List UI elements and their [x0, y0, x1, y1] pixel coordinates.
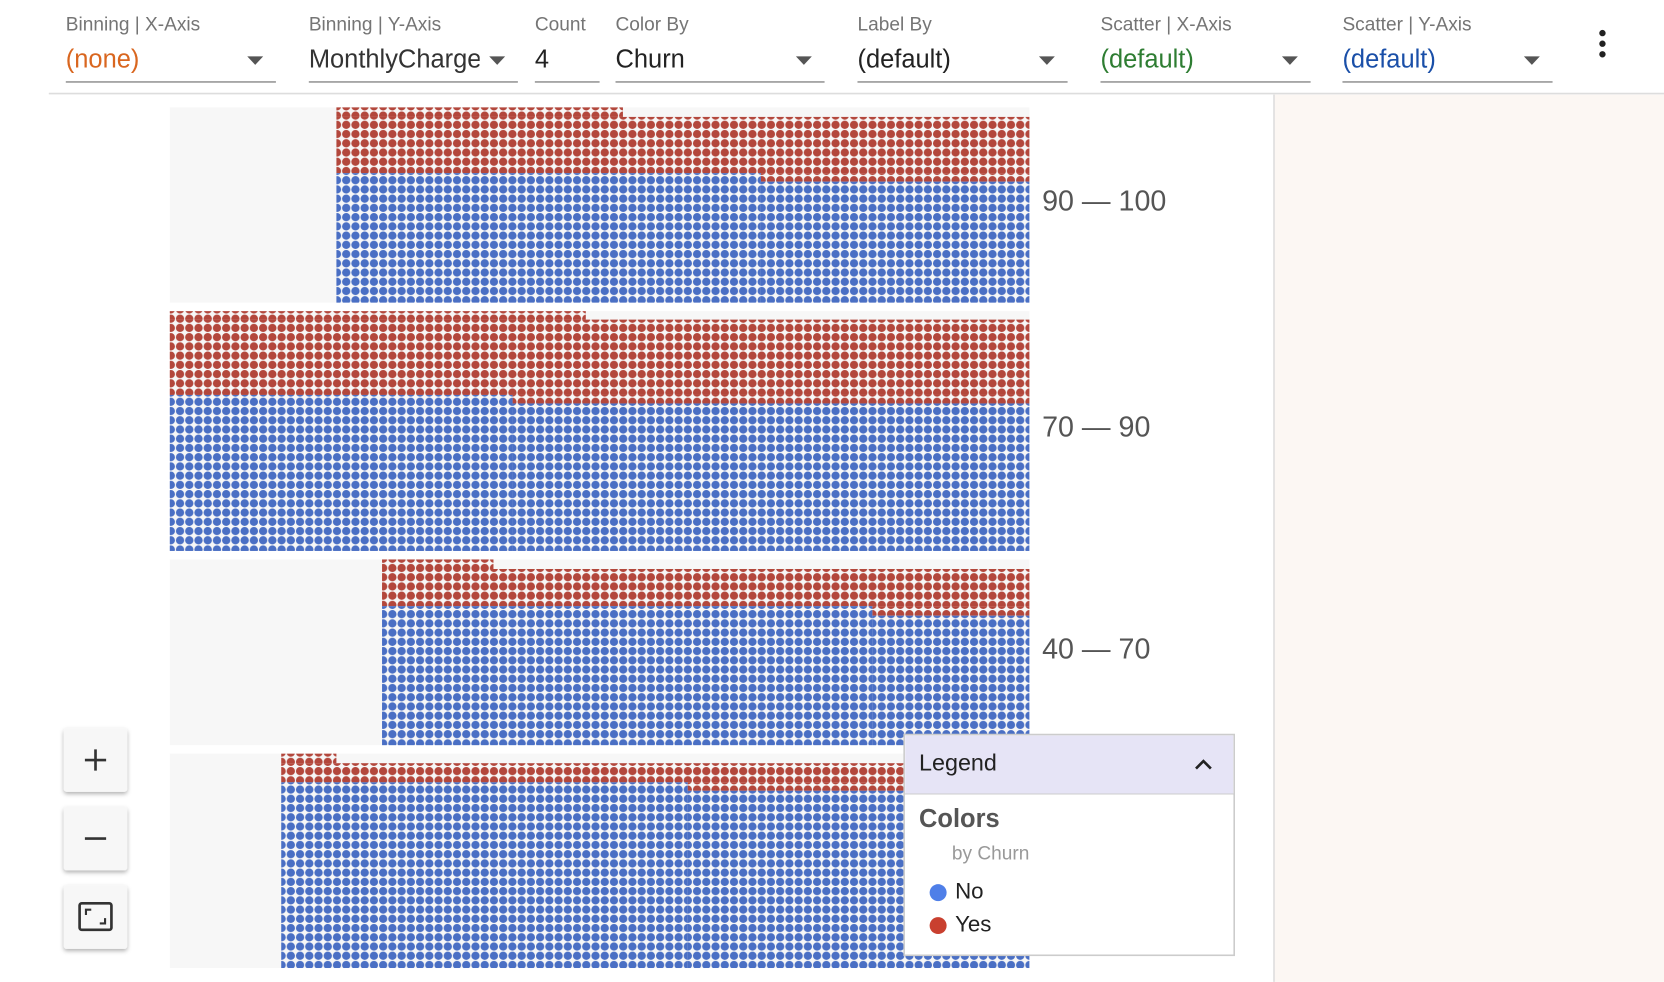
dot-group	[169, 319, 1030, 395]
legend-label: No	[955, 879, 983, 904]
field-value: (default)	[1100, 45, 1193, 73]
toolbar-field[interactable]: Binning | Y-Axis MonthlyCharge	[309, 15, 518, 83]
dot-group	[169, 311, 586, 320]
bin-label: 90 — 100	[1042, 185, 1166, 217]
legend-section: Colors	[919, 805, 1000, 833]
field-label: Binning | Y-Axis	[309, 15, 441, 36]
toolbar-field[interactable]: Count 4	[535, 15, 600, 83]
collapse-icon[interactable]	[1195, 759, 1212, 770]
toolbar-field[interactable]: Color By Churn	[616, 15, 825, 83]
dot-group	[281, 763, 1030, 783]
dot-group	[169, 394, 513, 551]
toolbar: Binning | X-Axis (none) Binning | Y-Axis Mo…	[66, 15, 1553, 83]
dot-group	[382, 569, 1030, 607]
field-label: Color By	[616, 15, 690, 36]
legend-label: Yes	[955, 911, 991, 936]
field-value: (default)	[1342, 45, 1435, 73]
field-label: Count	[535, 15, 587, 36]
field-label: Label By	[857, 15, 932, 36]
dot-group	[687, 782, 1030, 791]
toolbar-field[interactable]: Scatter | X-Axis (default)	[1100, 15, 1311, 83]
dot-group	[872, 606, 1030, 616]
legend: Legend Colors by Churn No Yes	[903, 733, 1235, 957]
dot-group	[872, 615, 1030, 746]
toolbar-field[interactable]: Binning | X-Axis (none)	[66, 15, 276, 83]
dot-group	[336, 107, 623, 117]
bin-label: 40 — 70	[1042, 633, 1150, 665]
dropdown-arrow	[1523, 56, 1540, 65]
fit-view[interactable]	[63, 885, 128, 949]
dropdown-arrow	[489, 56, 506, 65]
legend-swatch	[929, 917, 947, 935]
field-value: Churn	[616, 45, 685, 73]
legend-swatch	[929, 884, 947, 902]
bin-label: 70 — 90	[1042, 411, 1150, 443]
dropdown-arrow	[247, 56, 264, 65]
dot-group	[512, 403, 1030, 551]
dot-group	[281, 782, 688, 969]
dot-group	[760, 173, 1030, 182]
legend-subtitle: by Churn	[952, 844, 1029, 865]
dropdown-arrow	[1281, 56, 1298, 65]
dropdown-arrow	[795, 56, 812, 65]
field-label: Binning | X-Axis	[66, 15, 200, 36]
zoom-in[interactable]	[63, 728, 128, 792]
field-value: (none)	[66, 45, 140, 73]
zoom-out[interactable]	[63, 806, 128, 871]
field-label: Scatter | X-Axis	[1100, 15, 1231, 36]
side-panel	[1273, 94, 1664, 982]
field-label: Scatter | Y-Axis	[1342, 15, 1471, 36]
dot-group	[512, 394, 1030, 404]
dot-group	[382, 606, 873, 746]
dot-group	[281, 753, 337, 764]
dot-group	[336, 173, 761, 303]
dot-group	[336, 116, 1030, 174]
dot-group	[382, 559, 494, 569]
field-value: MonthlyCharge	[309, 45, 482, 73]
legend-title: Legend	[919, 749, 997, 775]
legend-header[interactable]	[905, 735, 1234, 794]
more-menu[interactable]	[1599, 29, 1606, 58]
toolbar-field[interactable]: Label By (default)	[857, 15, 1068, 83]
dropdown-arrow	[1038, 56, 1055, 65]
dot-group	[760, 181, 1030, 303]
plot: 90 — 100 70 — 90 40 — 70	[169, 107, 1166, 969]
field-value: (default)	[857, 45, 950, 73]
field-value: 4	[535, 45, 549, 73]
toolbar-field[interactable]: Scatter | Y-Axis (default)	[1342, 15, 1553, 83]
